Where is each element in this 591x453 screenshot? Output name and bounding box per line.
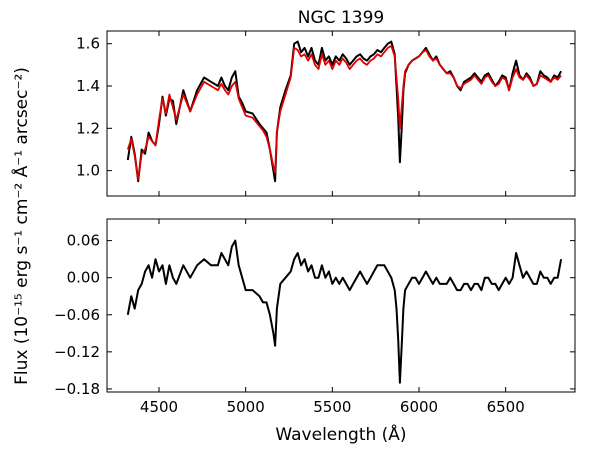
top-series-line-1 [126, 44, 562, 181]
top-panel: NGC 1399 1.0 1.2 1.4 1.6 [76, 8, 576, 197]
top-panel-series [126, 40, 562, 183]
bottom-panel: 4500 5000 5500 6000 6500 0.06 0.00 −0.06 −0.12 −0… [54, 218, 576, 445]
bottom-y-tick-label: −0.18 [54, 380, 100, 398]
x-tick-label: 6000 [400, 398, 438, 416]
bottom-y-tick-label: 0.00 [67, 269, 100, 287]
top-y-tick-label: 1.4 [76, 77, 100, 95]
x-tick-label: 4500 [140, 398, 178, 416]
top-panel-frame [106, 30, 576, 197]
bottom-panel-frame [106, 218, 576, 393]
bottom-panel-series [126, 239, 563, 384]
bottom-panel-ticks: 4500 5000 5500 6000 6500 0.06 0.00 −0.06 −0.12 −0… [54, 219, 575, 416]
bottom-y-tick-label: 0.06 [67, 232, 100, 250]
top-y-tick-label: 1.2 [76, 119, 100, 137]
top-panel-ticks: 1.0 1.2 1.4 1.6 [76, 31, 575, 196]
x-axis-label: Wavelength (Å) [275, 423, 406, 445]
x-tick-label: 5500 [313, 398, 351, 416]
top-y-tick-label: 1.0 [76, 162, 100, 180]
x-tick-label: 5000 [227, 398, 265, 416]
bottom-series-line-0 [126, 239, 563, 384]
y-axis-label: Flux (10⁻¹⁵ erg s⁻¹ cm⁻² Å⁻¹ arcsec⁻²) [10, 67, 32, 385]
top-series-line-0 [126, 40, 562, 183]
bottom-y-tick-label: −0.06 [54, 306, 100, 324]
x-tick-label: 6500 [487, 398, 525, 416]
top-y-tick-label: 1.6 [76, 35, 100, 53]
top-panel-title: NGC 1399 [298, 8, 384, 28]
bottom-y-tick-label: −0.12 [54, 343, 100, 361]
